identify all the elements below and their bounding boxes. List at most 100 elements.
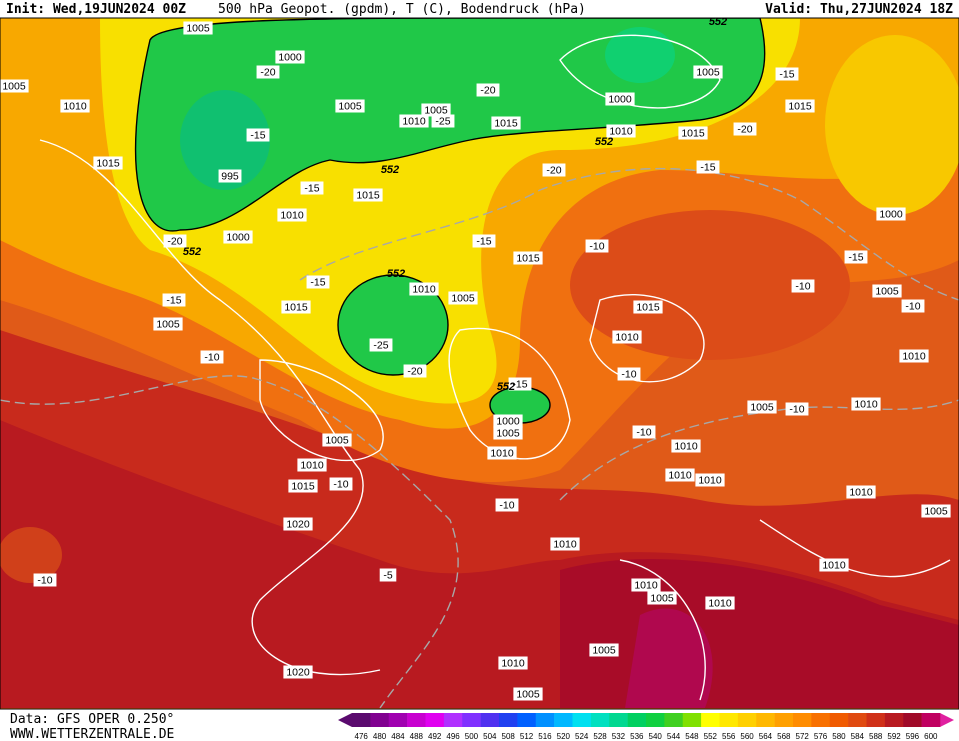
- contour-label: 1005: [924, 505, 948, 517]
- label-box: [409, 282, 439, 296]
- contour-label: 1010: [553, 538, 577, 550]
- colorbar-tick-label: 504: [483, 732, 497, 741]
- geopotential-label: 552: [497, 381, 515, 393]
- contour-label: 1010: [63, 100, 87, 112]
- label-box: [277, 208, 307, 222]
- contour-label: 1015: [96, 157, 120, 169]
- contour-label: 1010: [402, 115, 426, 127]
- contour-label: -10: [204, 351, 219, 363]
- label-box: [695, 473, 725, 487]
- field-584-east: [570, 210, 850, 360]
- contour-label: 1000: [879, 208, 903, 220]
- label-box: [785, 402, 809, 416]
- colorbar-tick-label: 600: [924, 732, 938, 741]
- contour-label: 1020: [286, 666, 310, 678]
- label-box: [851, 397, 881, 411]
- colorbar-swatch: [499, 713, 518, 727]
- contour-label: 1005: [156, 318, 180, 330]
- contour-label: 1000: [496, 415, 520, 427]
- contour-label: -25: [373, 339, 388, 351]
- label-box: [33, 573, 57, 587]
- colorbar-swatch: [425, 713, 445, 727]
- contour-label: -15: [476, 235, 491, 247]
- label-box: [93, 156, 123, 170]
- contour-label: -5: [383, 569, 392, 581]
- geopotential-label: 552: [387, 268, 405, 280]
- label-box: [493, 414, 523, 428]
- isobar: [589, 294, 705, 383]
- label-box: [872, 284, 902, 298]
- contour-label: 1005: [451, 292, 475, 304]
- contour-label: 1015: [681, 127, 705, 139]
- contour-label: 1010: [668, 469, 692, 481]
- label-box: [281, 300, 311, 314]
- label-box: [705, 596, 735, 610]
- colorbar-swatch: [388, 713, 408, 727]
- label-box: [218, 169, 242, 183]
- contour-label: 1010: [412, 283, 436, 295]
- field-540: [605, 27, 675, 83]
- contour-label: 1010: [609, 125, 633, 137]
- contour-label: 1010: [634, 579, 658, 591]
- label-box: [493, 426, 523, 440]
- colorbar-swatch: [829, 713, 849, 727]
- colorbar-tick-label: 548: [685, 732, 699, 741]
- label-box: [200, 350, 224, 364]
- contour-label: -20: [260, 66, 275, 78]
- colorbar-swatch: [370, 713, 390, 727]
- label-box: [162, 293, 186, 307]
- label-box: [183, 21, 213, 35]
- label-box: [491, 116, 521, 130]
- label-box: [513, 251, 543, 265]
- contour-label: 1015: [516, 252, 540, 264]
- label-box: [921, 504, 951, 518]
- label-box: [399, 114, 429, 128]
- colorbar-swatch: [664, 713, 684, 727]
- label-box: [275, 50, 305, 64]
- label-box: [747, 400, 777, 414]
- contour-label: 1015: [284, 301, 308, 313]
- label-box: [791, 279, 815, 293]
- field-584: [0, 527, 62, 583]
- colorbar-tick-label: 544: [667, 732, 681, 741]
- label-box: [288, 479, 318, 493]
- colorbar-swatch: [701, 713, 720, 727]
- label-box: [631, 578, 661, 592]
- colorbar-tick-label: 480: [373, 732, 387, 741]
- contour-label: 1010: [849, 486, 873, 498]
- isobar: [259, 359, 384, 462]
- isotherm: [299, 167, 959, 301]
- contour-label: -15: [700, 161, 715, 173]
- geopotential-label: 552: [381, 164, 399, 176]
- label-box: [421, 103, 451, 117]
- colorbar-swatch: [884, 713, 904, 727]
- colorbar-tick-label: 560: [740, 732, 754, 741]
- label-box: [448, 291, 478, 305]
- isobar: [448, 327, 571, 460]
- contour-label: -20: [737, 123, 752, 135]
- colorbar-tick-label: 556: [722, 732, 736, 741]
- geopotential-label: 552: [709, 16, 727, 28]
- contour-label: -10: [621, 368, 636, 380]
- label-box: [589, 643, 619, 657]
- contour-label: 1005: [592, 644, 616, 656]
- map-title: 500 hPa Geopot. (gpdm), T (C), Bodendruc…: [218, 2, 586, 17]
- contour-label: -10: [905, 300, 920, 312]
- label-box: [605, 92, 635, 106]
- label-box: [283, 665, 313, 679]
- colorbar-tick-label: 520: [557, 732, 571, 741]
- contour-label: 1005: [750, 401, 774, 413]
- contour-label: 1010: [615, 331, 639, 343]
- contour-label: -10: [636, 426, 651, 438]
- label-box: [612, 330, 642, 344]
- contour-label: -10: [333, 478, 348, 490]
- contour-label: 1000: [226, 231, 250, 243]
- label-box: [300, 181, 324, 195]
- colorbar-swatch: [407, 713, 426, 727]
- colorbar-swatch: [572, 713, 592, 727]
- colorbar-swatch: [866, 713, 886, 727]
- colorbar-tick-label: 536: [630, 732, 644, 741]
